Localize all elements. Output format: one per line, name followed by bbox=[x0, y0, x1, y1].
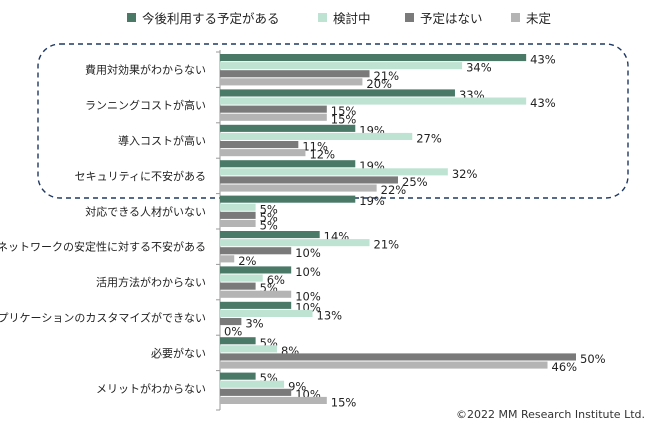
category-label: ランニングコストが高い bbox=[85, 98, 206, 112]
data-label: 21% bbox=[374, 69, 400, 83]
legend-swatch bbox=[127, 13, 136, 22]
bar bbox=[220, 388, 292, 396]
category-label: 必要がない bbox=[151, 346, 206, 360]
bar bbox=[220, 105, 327, 113]
bar bbox=[220, 160, 356, 168]
bar bbox=[220, 195, 356, 203]
bar bbox=[220, 97, 527, 105]
category-label: セキュリティに不安がある bbox=[75, 169, 206, 183]
data-label: 15% bbox=[331, 396, 357, 410]
highlight-box bbox=[37, 43, 629, 199]
data-label: 10% bbox=[295, 246, 321, 260]
legend-item: 予定はない bbox=[405, 8, 483, 27]
legend-label: 予定はない bbox=[420, 11, 483, 26]
data-label: 43% bbox=[530, 96, 556, 110]
chart-legend: 今後利用する予定がある 検討中 予定はない 未定 bbox=[0, 8, 665, 28]
data-label: 10% bbox=[295, 289, 321, 303]
bar bbox=[220, 184, 377, 192]
bar bbox=[220, 396, 327, 404]
bar bbox=[220, 62, 463, 70]
bar bbox=[220, 282, 256, 290]
data-label: 15% bbox=[331, 112, 357, 126]
bar bbox=[220, 176, 398, 184]
legend-swatch bbox=[318, 13, 327, 22]
data-label: 32% bbox=[452, 167, 478, 181]
bar bbox=[220, 255, 235, 263]
data-label: 5% bbox=[260, 202, 278, 216]
legend-swatch bbox=[511, 13, 520, 22]
data-label: 5% bbox=[260, 210, 278, 224]
bar bbox=[220, 203, 256, 211]
bar bbox=[220, 141, 299, 149]
bar bbox=[220, 290, 292, 298]
data-label: 19% bbox=[359, 194, 385, 208]
bar bbox=[220, 239, 370, 247]
data-label: 9% bbox=[288, 379, 306, 393]
category-label: 導入コストが高い bbox=[118, 134, 206, 148]
category-label: 活用方法がわからない bbox=[96, 275, 206, 289]
data-label: 13% bbox=[317, 309, 343, 323]
data-label: 22% bbox=[381, 183, 407, 197]
legend-item: 未定 bbox=[511, 8, 551, 27]
data-label: 20% bbox=[366, 77, 392, 91]
data-label: 6% bbox=[267, 273, 285, 287]
data-label: 2% bbox=[238, 254, 256, 268]
legend-swatch bbox=[405, 13, 414, 22]
bar bbox=[220, 274, 263, 282]
data-label: 50% bbox=[580, 352, 606, 366]
bar bbox=[220, 266, 292, 274]
bar bbox=[220, 318, 242, 326]
category-label: ネットワークの安定性に対する不安がある bbox=[0, 240, 206, 254]
data-label: 15% bbox=[331, 104, 357, 118]
data-label: 25% bbox=[402, 175, 428, 189]
legend-item: 検討中 bbox=[318, 8, 371, 27]
bar bbox=[220, 219, 256, 227]
bar bbox=[220, 211, 256, 219]
data-label: 10% bbox=[295, 265, 321, 279]
data-label: 27% bbox=[416, 132, 442, 146]
bar bbox=[220, 54, 527, 62]
bar bbox=[220, 89, 455, 97]
category-label: メリットがわからない bbox=[96, 381, 206, 395]
bar bbox=[220, 70, 370, 78]
bar bbox=[220, 353, 576, 361]
bar bbox=[220, 309, 313, 317]
bar bbox=[220, 113, 327, 121]
bar bbox=[220, 361, 548, 369]
category-label: 対応できる人材がいない bbox=[85, 204, 206, 218]
data-label: 11% bbox=[302, 140, 328, 154]
legend-item: 今後利用する予定がある bbox=[127, 8, 280, 27]
bar bbox=[220, 380, 285, 388]
bar bbox=[220, 149, 306, 157]
data-label: 46% bbox=[552, 360, 578, 374]
bar bbox=[220, 345, 277, 353]
bar bbox=[220, 132, 413, 140]
bar bbox=[220, 124, 356, 132]
data-label: 43% bbox=[530, 53, 556, 67]
bar bbox=[220, 168, 448, 176]
category-label: アプリケーションのカスタマイズができない bbox=[0, 311, 206, 325]
legend-label: 未定 bbox=[526, 11, 552, 26]
bar bbox=[220, 78, 363, 86]
copyright-text: ©2022 MM Research Institute Ltd. bbox=[455, 408, 645, 421]
data-label: 34% bbox=[466, 61, 492, 75]
bar bbox=[220, 372, 256, 380]
data-label: 21% bbox=[374, 238, 400, 252]
data-label: 5% bbox=[260, 219, 278, 233]
data-label: 0% bbox=[224, 325, 242, 339]
legend-label: 今後利用する予定がある bbox=[142, 11, 280, 26]
bar bbox=[220, 337, 256, 345]
data-label: 12% bbox=[309, 148, 335, 162]
legend-label: 検討中 bbox=[333, 11, 371, 26]
bar bbox=[220, 301, 292, 309]
bar bbox=[220, 231, 320, 239]
data-label: 3% bbox=[245, 317, 263, 331]
bar bbox=[220, 247, 292, 255]
category-label: 費用対効果がわからない bbox=[85, 63, 206, 77]
